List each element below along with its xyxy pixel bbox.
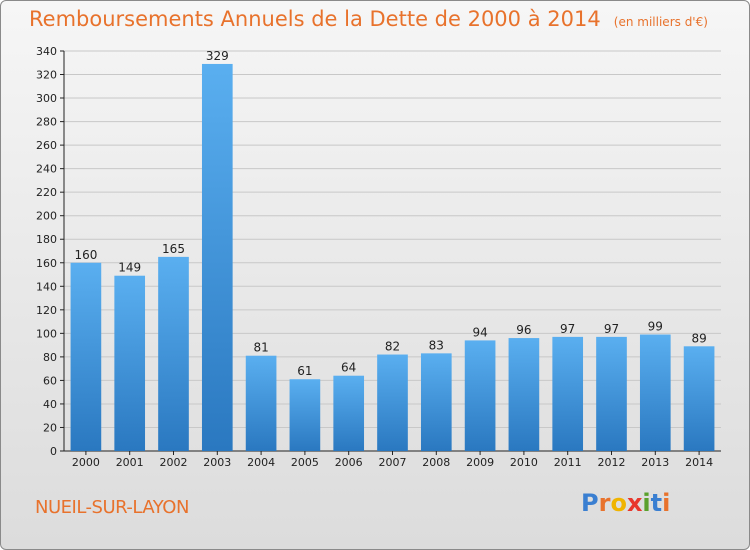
bar — [333, 375, 365, 451]
y-tick-label: 140 — [36, 280, 57, 293]
y-tick-label: 240 — [36, 163, 57, 176]
bar — [464, 340, 496, 451]
logo-letter: i — [642, 489, 651, 517]
logo-letter: t — [650, 489, 663, 517]
bar — [508, 338, 540, 451]
y-tick-label: 280 — [36, 116, 57, 129]
bar — [377, 354, 408, 451]
x-tick-label: 2008 — [422, 456, 450, 469]
x-tick-label: 2006 — [335, 456, 363, 469]
bar — [420, 353, 452, 451]
x-tick-label: 2007 — [379, 456, 407, 469]
logo-letter: x — [626, 489, 643, 517]
y-tick-label: 0 — [50, 445, 57, 458]
bar — [289, 379, 321, 451]
x-tick-label: 2012 — [598, 456, 626, 469]
bar — [201, 63, 233, 452]
x-tick-label: 2004 — [247, 456, 275, 469]
y-tick-label: 60 — [43, 374, 57, 387]
chart-subtitle: (en milliers d'€) — [613, 15, 708, 29]
bar — [639, 334, 671, 451]
x-tick-label: 2002 — [160, 456, 188, 469]
bar-value-label: 61 — [297, 364, 312, 378]
x-tick-label: 2010 — [510, 456, 538, 469]
bar-value-label: 97 — [604, 322, 619, 336]
bar-value-label: 83 — [429, 338, 444, 352]
chart-title: Remboursements Annuels de la Dette de 20… — [29, 7, 601, 31]
x-tick-label: 2014 — [685, 456, 713, 469]
y-tick-label: 220 — [36, 186, 57, 199]
x-tick-label: 2001 — [116, 456, 144, 469]
y-tick-label: 100 — [36, 327, 57, 340]
bar — [683, 346, 715, 451]
y-tick-label: 260 — [36, 139, 57, 152]
y-tick-label: 120 — [36, 304, 57, 317]
proxiti-logo: Proxiti — [581, 489, 670, 517]
x-tick-label: 2005 — [291, 456, 319, 469]
bar-value-label: 81 — [253, 341, 268, 355]
logo-letter: r — [598, 489, 611, 517]
bar — [114, 275, 146, 451]
commune-name: NUEIL-SUR-LAYON — [35, 497, 189, 518]
title-row: Remboursements Annuels de la Dette de 20… — [29, 7, 708, 31]
bar-value-label: 82 — [385, 340, 400, 354]
bar-value-label: 94 — [472, 325, 487, 339]
logo-letter: P — [581, 489, 599, 517]
bar — [158, 256, 189, 451]
bar-value-label: 89 — [691, 331, 706, 345]
bar — [596, 336, 627, 451]
x-tick-label: 2000 — [72, 456, 100, 469]
y-tick-label: 80 — [43, 351, 57, 364]
y-tick-label: 40 — [43, 398, 57, 411]
bar-value-label: 99 — [648, 320, 663, 334]
bar — [552, 336, 584, 451]
bar-value-label: 165 — [162, 242, 185, 256]
logo-letter: o — [610, 489, 627, 517]
bar — [245, 355, 277, 451]
bar-value-label: 97 — [560, 322, 575, 336]
y-tick-label: 320 — [36, 69, 57, 82]
bar-value-label: 160 — [74, 248, 97, 262]
x-tick-label: 2003 — [203, 456, 231, 469]
logo-letter: i — [662, 489, 671, 517]
y-tick-label: 160 — [36, 257, 57, 270]
x-tick-label: 2013 — [641, 456, 669, 469]
bar-value-label: 149 — [118, 261, 141, 275]
bar — [70, 262, 102, 451]
x-tick-label: 2011 — [554, 456, 582, 469]
x-tick-label: 2009 — [466, 456, 494, 469]
y-tick-label: 180 — [36, 233, 57, 246]
y-tick-label: 300 — [36, 92, 57, 105]
y-tick-label: 340 — [36, 45, 57, 58]
bar-value-label: 96 — [516, 323, 531, 337]
bar-value-label: 64 — [341, 361, 356, 375]
bar-value-label: 329 — [206, 49, 229, 63]
y-tick-label: 200 — [36, 210, 57, 223]
y-tick-label: 20 — [43, 421, 57, 434]
